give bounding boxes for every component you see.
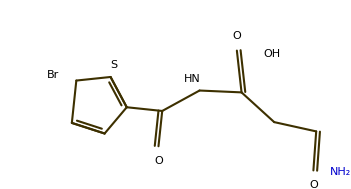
Text: OH: OH xyxy=(263,49,280,59)
Text: Br: Br xyxy=(47,70,60,80)
Text: S: S xyxy=(110,60,117,70)
Text: O: O xyxy=(154,156,163,166)
Text: NH₂: NH₂ xyxy=(330,167,351,177)
Text: O: O xyxy=(232,31,241,41)
Text: O: O xyxy=(309,180,318,189)
Text: HN: HN xyxy=(184,74,200,84)
